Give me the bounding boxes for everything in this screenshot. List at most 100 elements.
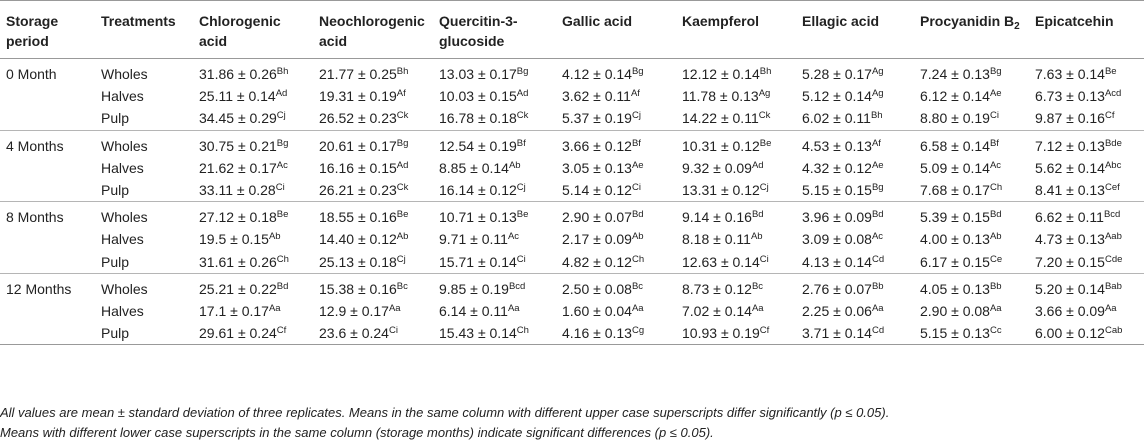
- sd-value: 0.24: [249, 325, 277, 342]
- significance-superscript: Bb: [989, 280, 1002, 292]
- mean-value: 25.21: [199, 280, 235, 297]
- plus-minus-sign: ±: [1066, 137, 1074, 154]
- mean-value: 30.75: [199, 137, 235, 154]
- significance-superscript: Af: [871, 137, 881, 149]
- value-cell: 30.75 ± 0.21Bg: [193, 129, 313, 157]
- mean-value: 4.53: [802, 137, 830, 154]
- significance-superscript: Cef: [1104, 182, 1120, 194]
- significance-superscript: Be: [276, 209, 289, 221]
- mean-value: 3.09: [802, 231, 830, 248]
- mean-value: 7.12: [1035, 137, 1063, 154]
- plus-minus-sign: ±: [593, 159, 601, 176]
- treatment-cell: Halves: [101, 302, 144, 319]
- significance-superscript: Bh: [276, 66, 289, 78]
- value-cell: 8.73 ± 0.12Bc: [676, 272, 796, 300]
- storage-period-cell: [0, 322, 95, 346]
- significance-superscript: Af: [630, 88, 640, 100]
- value-cell: 5.15 ± 0.13Cc: [914, 322, 1029, 346]
- mean-value: 4.05: [920, 280, 948, 297]
- significance-superscript: Bh: [759, 66, 772, 78]
- storage-period-cell: [0, 157, 95, 179]
- value-cell: 9.14 ± 0.16Bd: [676, 201, 796, 229]
- header-chlorogenic-acid: Chlorogenic acid: [193, 0, 313, 59]
- significance-superscript: Bg: [396, 137, 409, 149]
- plus-minus-sign: ±: [593, 302, 601, 319]
- value-cell: 6.17 ± 0.15Ce: [914, 251, 1029, 274]
- value-cell: 4.05 ± 0.13Bb: [914, 272, 1029, 300]
- plus-minus-sign: ±: [713, 302, 721, 319]
- value-cell: 7.63 ± 0.14Be: [1029, 59, 1144, 86]
- value-cell: 5.28 ± 0.17Ag: [796, 59, 914, 86]
- significance-superscript: Cd: [871, 325, 885, 337]
- significance-superscript: Ad: [275, 88, 288, 100]
- significance-superscript: Ci: [388, 325, 398, 337]
- sd-value: 0.26: [249, 253, 277, 270]
- mean-value: 16.78: [439, 110, 475, 127]
- sd-value: 0.09: [724, 159, 752, 176]
- sd-value: 0.16: [369, 209, 397, 226]
- value-cell: 21.62 ± 0.17Ac: [193, 157, 313, 179]
- sd-value: 0.11: [481, 231, 508, 248]
- value-cell: 6.12 ± 0.14Ae: [914, 85, 1029, 107]
- mean-value: 7.24: [920, 66, 948, 83]
- sd-value: 0.13: [1077, 182, 1105, 199]
- sd-value: 0.14: [489, 253, 517, 270]
- significance-superscript: Bg: [989, 66, 1002, 78]
- footnote: Means with different lower case superscr…: [0, 425, 714, 440]
- value-cell: 3.05 ± 0.13Ae: [556, 157, 676, 179]
- sd-value: 0.14: [248, 88, 276, 105]
- plus-minus-sign: ±: [1066, 66, 1074, 83]
- plus-minus-sign: ±: [1066, 302, 1074, 319]
- plus-minus-sign: ±: [470, 302, 478, 319]
- plus-minus-sign: ±: [951, 88, 959, 105]
- significance-superscript: Bg: [516, 66, 529, 78]
- plus-minus-sign: ±: [357, 137, 366, 154]
- value-cell: 4.32 ± 0.12Ae: [796, 157, 914, 179]
- significance-superscript: Cj: [516, 182, 526, 194]
- sd-value: 0.17: [489, 66, 517, 83]
- sd-value: 0.15: [844, 182, 872, 199]
- plus-minus-sign: ±: [1066, 253, 1074, 270]
- storage-period-cell: [0, 300, 95, 322]
- mean-value: 3.62: [562, 88, 590, 105]
- significance-superscript: Bf: [631, 137, 641, 149]
- mean-value: 33.11: [199, 182, 233, 199]
- mean-value: 6.14: [439, 302, 467, 319]
- mean-value: 34.45: [199, 110, 235, 127]
- treatment-cell: Halves: [101, 159, 144, 176]
- value-cell: 9.32 ± 0.09Ad: [676, 157, 796, 179]
- significance-superscript: Aa: [268, 302, 281, 314]
- sd-value: 0.12: [604, 137, 632, 154]
- significance-superscript: Cc: [989, 325, 1002, 337]
- significance-superscript: Bc: [631, 280, 644, 292]
- mean-value: 13.03: [439, 66, 475, 83]
- table-row: Halves 19.5 ± 0.15Ab 14.40 ± 0.12Ab 9.71 ± …: [0, 228, 1144, 250]
- sd-value: 0.12: [604, 182, 632, 199]
- plus-minus-sign: ±: [833, 110, 841, 127]
- significance-superscript: Bb: [871, 280, 884, 292]
- mean-value: 21.77: [319, 66, 355, 83]
- value-cell: 6.58 ± 0.14Bf: [914, 129, 1029, 157]
- value-cell: 5.39 ± 0.15Bd: [914, 201, 1029, 229]
- significance-superscript: Ab: [989, 231, 1002, 243]
- plus-minus-sign: ±: [951, 182, 959, 199]
- plus-minus-sign: ±: [720, 110, 729, 127]
- plus-minus-sign: ±: [357, 110, 366, 127]
- sd-value: 0.13: [844, 137, 872, 154]
- plus-minus-sign: ±: [477, 253, 486, 270]
- value-cell: 5.37 ± 0.19Cj: [556, 107, 676, 130]
- value-cell: 12.63 ± 0.14Ci: [676, 251, 796, 274]
- sd-value: 0.13: [962, 66, 990, 83]
- mean-value: 2.17: [562, 231, 590, 248]
- table-row: Pulp 29.61 ± 0.24Cf 23.6 ± 0.24Ci 15.43 ± 0…: [0, 322, 1144, 346]
- mean-value: 4.73: [1035, 231, 1063, 248]
- mean-value: 14.22: [682, 110, 718, 127]
- mean-value: 9.87: [1035, 110, 1063, 127]
- sd-value: 0.14: [732, 66, 760, 83]
- sd-value: 0.14: [844, 253, 872, 270]
- sd-value: 0.12: [604, 253, 632, 270]
- plus-minus-sign: ±: [593, 110, 601, 127]
- sd-value: 0.15: [962, 209, 990, 226]
- value-cell: 5.14 ± 0.12Ci: [556, 179, 676, 202]
- storage-period-cell: 12 Months: [0, 272, 95, 300]
